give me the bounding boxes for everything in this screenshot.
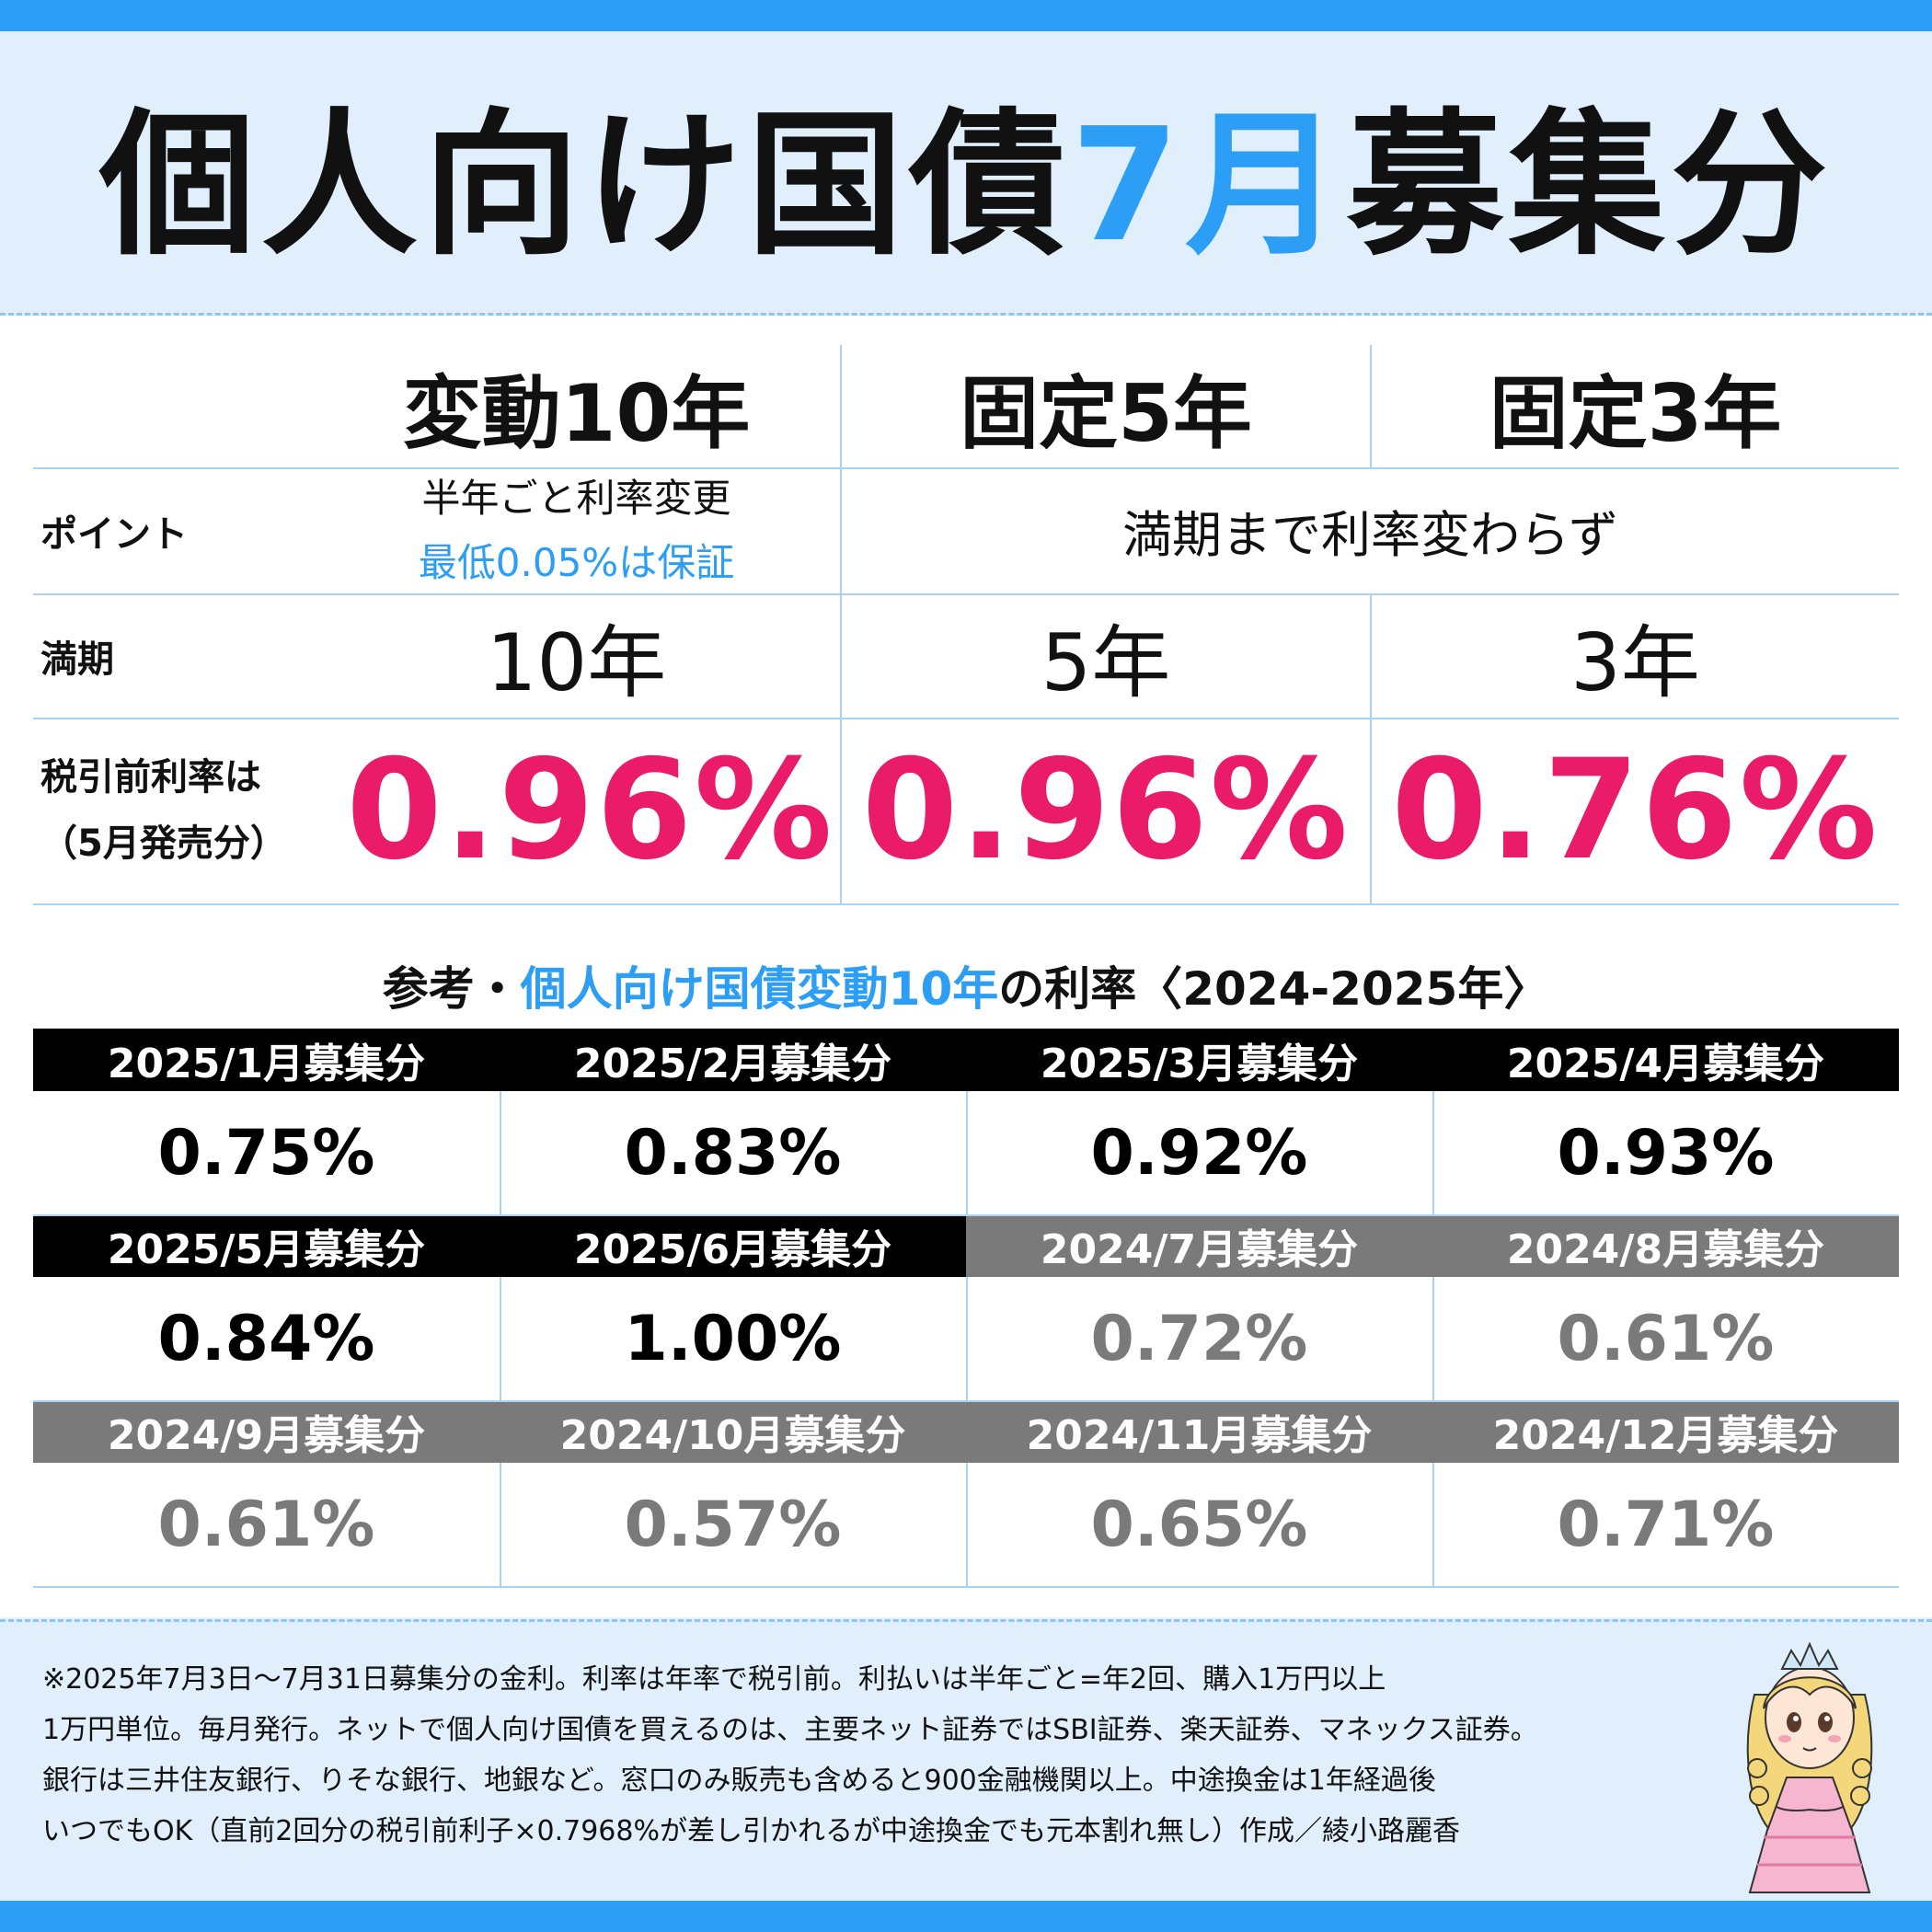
page-title: 個人向け国債7月募集分 [0, 87, 1932, 285]
floating-point-line2: 最低0.05%は保証 [418, 539, 735, 585]
maturity-fixed5: 5年 [1041, 617, 1171, 709]
reference-grid-divider [1432, 1277, 1434, 1400]
title-part2: 募集分 [1347, 95, 1834, 277]
rate-label-line1: 税引前利率は [40, 756, 261, 799]
top-accent-bar [0, 0, 1932, 31]
reference-period-label: 2024/12月募集分 [1432, 1400, 1899, 1463]
table-rule [33, 467, 1899, 469]
reference-period-label: 2024/8月募集分 [1432, 1214, 1899, 1277]
reference-period-label: 2025/6月募集分 [500, 1214, 966, 1277]
reference-grid-divider [966, 1463, 968, 1586]
bottom-divider [0, 1619, 1932, 1622]
table-rule [33, 718, 1899, 719]
table-rule [33, 903, 1899, 905]
reference-rate-value: 0.75% [157, 1116, 375, 1190]
reference-grid-divider [1432, 1463, 1434, 1586]
maturity-fixed3: 3年 [1570, 617, 1700, 709]
reference-rate-value: 0.65% [1090, 1488, 1308, 1561]
top-divider [0, 313, 1932, 316]
reference-rate-value: 0.61% [1557, 1302, 1775, 1375]
table-rule [33, 593, 1899, 595]
reference-rate-value: 0.57% [624, 1488, 842, 1561]
column-header-fixed3: 固定3年 [1489, 368, 1782, 460]
reference-grid-divider [500, 1277, 501, 1400]
floating-point-line1: 半年ごと利率変更 [421, 475, 731, 521]
reference-period-label: 2024/9月募集分 [33, 1400, 500, 1463]
footnote-line: いつでもOK（直前2回分の税引前利子×0.7968%が差し引かれるが中途換金でも… [42, 1815, 1460, 1847]
reference-rate-value: 0.72% [1090, 1302, 1308, 1375]
column-header-floating10: 変動10年 [402, 368, 751, 460]
reference-title-blue: 個人向け国債変動10年 [520, 962, 999, 1016]
reference-title-prefix: 参考・ [382, 962, 521, 1016]
row-label-rate: 税引前利率は （5月発売分） [40, 718, 335, 903]
table-col-divider [840, 345, 842, 903]
reference-grid-divider [966, 1277, 968, 1400]
footnote-line: 銀行は三井住友銀行、りそな銀行、地銀など。窓口のみ販売も含めると900金融機関以… [42, 1765, 1436, 1797]
reference-title: 参考・個人向け国債変動10年の利率〈2024-2025年〉 [0, 957, 1932, 1021]
footnote-line: ※2025年7月3日～7月31日募集分の金利。利率は年率で税引前。利払いは半年ご… [42, 1663, 1386, 1696]
reference-period-label: 2025/4月募集分 [1432, 1029, 1899, 1091]
reference-period-label: 2025/1月募集分 [33, 1029, 500, 1091]
rate-fixed5: 0.96% [861, 730, 1351, 891]
bottom-accent-bar [0, 1901, 1932, 1932]
reference-period-label: 2024/11月募集分 [966, 1400, 1432, 1463]
table-col-divider [1370, 345, 1372, 467]
reference-period-label: 2024/7月募集分 [966, 1214, 1432, 1277]
title-month: 7月 [1070, 95, 1348, 277]
reference-grid-rule [33, 1586, 1899, 1588]
reference-grid-rule [33, 1214, 1899, 1216]
row-label-point: ポイント [40, 512, 188, 556]
reference-grid-rule [33, 1400, 1899, 1402]
reference-grid-divider [966, 1091, 968, 1214]
reference-rate-value: 0.61% [157, 1488, 375, 1561]
fixed-point-note: 満期まで利率変わらず [1122, 506, 1618, 564]
row-label-maturity: 満期 [40, 638, 114, 681]
reference-rate-value: 0.71% [1557, 1488, 1775, 1561]
footnotes: ※2025年7月3日～7月31日募集分の金利。利率は年率で税引前。利払いは半年ご… [42, 1654, 1698, 1857]
rate-label-line2: （5月発売分） [40, 822, 287, 865]
column-header-fixed5: 固定5年 [960, 368, 1252, 460]
reference-grid-divider [500, 1091, 501, 1214]
reference-rate-value: 0.93% [1557, 1116, 1775, 1190]
reference-rate-value: 0.92% [1090, 1116, 1308, 1190]
reference-rate-value: 0.83% [624, 1116, 842, 1190]
princess-character-illustration [1746, 1641, 1873, 1893]
reference-rate-value: 1.00% [624, 1302, 842, 1375]
rate-fixed3: 0.76% [1391, 730, 1880, 891]
rate-floating10: 0.96% [346, 730, 834, 891]
reference-title-suffix: の利率〈2024-2025年〉 [998, 962, 1550, 1016]
reference-grid-divider [500, 1463, 501, 1586]
floating-point-note: 半年ごと利率変更 最低0.05%は保証 [313, 467, 840, 593]
reference-grid-divider [1432, 1091, 1434, 1214]
reference-rate-value: 0.84% [157, 1302, 375, 1375]
reference-period-label: 2025/5月募集分 [33, 1214, 500, 1277]
reference-period-label: 2025/3月募集分 [966, 1029, 1432, 1091]
reference-period-label: 2024/10月募集分 [500, 1400, 966, 1463]
title-part1: 個人向け国債 [98, 95, 1071, 277]
maturity-floating10: 10年 [486, 617, 667, 709]
reference-period-label: 2025/2月募集分 [500, 1029, 966, 1091]
footnote-line: 1万円単位。毎月発行。ネットで個人向け国債を買えるのは、主要ネット証券ではSBI… [42, 1714, 1538, 1746]
table-col-divider [1370, 593, 1372, 903]
